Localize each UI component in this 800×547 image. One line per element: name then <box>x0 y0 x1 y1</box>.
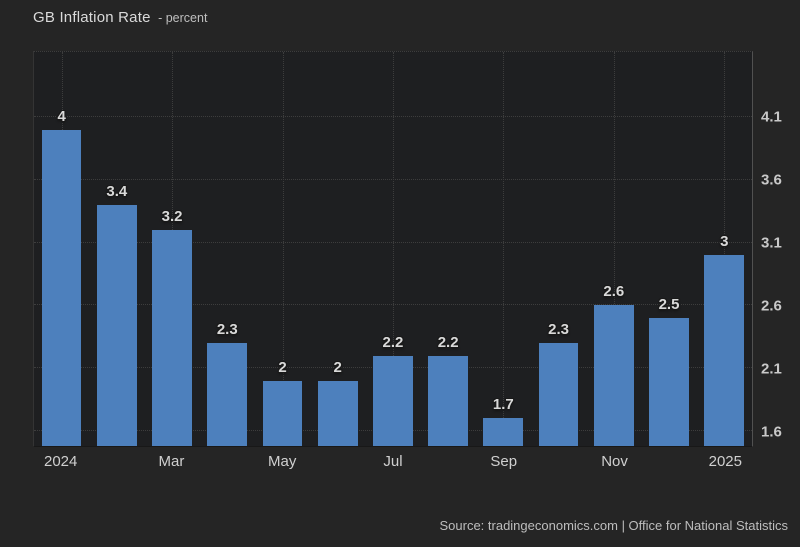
bar[interactable] <box>704 255 745 446</box>
bar-value-label: 3.4 <box>106 183 128 201</box>
bar-slot: 3.4 <box>89 52 144 446</box>
bar[interactable] <box>483 418 524 446</box>
bar-slot: 2 <box>255 52 310 446</box>
x-axis-tick-label: 2025 <box>708 453 742 470</box>
bar[interactable] <box>317 380 358 446</box>
x-axis-tick-label: Sep <box>490 453 518 470</box>
y-axis-tick-label: 2.6 <box>761 297 782 315</box>
x-axis-tick-label: May <box>268 453 297 470</box>
x-axis-tick-label: Nov <box>601 453 628 470</box>
bar-slot: 3.2 <box>144 52 199 446</box>
x-axis-tick-label: Jul <box>383 453 403 470</box>
bar-value-label: 2.2 <box>382 333 404 351</box>
vertical-gridline <box>282 52 284 446</box>
bar-value-label: 2 <box>278 358 287 376</box>
bar-value-label: 4 <box>57 107 66 125</box>
chart-header: GB Inflation Rate - percent <box>33 9 207 27</box>
y-axis-tick-label: 2.1 <box>761 360 782 378</box>
bar-slot: 3 <box>697 52 752 446</box>
bar-value-label: 2 <box>333 358 342 376</box>
y-axis-tick-label: 1.6 <box>761 423 782 441</box>
source-attribution: Source: tradingeconomics.com | Office fo… <box>439 518 788 533</box>
vertical-gridline <box>503 52 505 446</box>
bar-value-label: 2.2 <box>437 333 459 351</box>
y-axis-tick-label: 4.1 <box>761 108 782 126</box>
bar-value-label: 2.3 <box>548 321 569 339</box>
bar[interactable] <box>538 343 579 446</box>
bar[interactable] <box>428 355 469 446</box>
bar-value-label: 2.3 <box>216 321 238 339</box>
bar[interactable] <box>207 343 248 446</box>
bar[interactable] <box>373 355 413 446</box>
bar[interactable] <box>593 305 634 446</box>
vertical-gridline <box>393 52 394 446</box>
vertical-gridline <box>613 52 615 446</box>
bar-slot: 2.6 <box>586 52 641 446</box>
plot-area: 4 3.4 3.2 2.3 2 2 2.2 2.2 1.7 2.3 2.6 2.5 3 <box>33 51 753 447</box>
bar-value-label: 3 <box>720 233 729 251</box>
bar-slot: 2.5 <box>641 52 696 446</box>
bar[interactable] <box>41 129 82 446</box>
chart-title: GB Inflation Rate <box>33 9 151 26</box>
bar-slot: 2.3 <box>531 52 586 446</box>
bar-series: 4 3.4 3.2 2.3 2 2 2.2 2.2 1.7 2.3 2.6 2.5 3 <box>34 52 752 446</box>
bar[interactable] <box>262 380 303 446</box>
x-axis: 2024 Mar May Jul Sep Nov 2025 <box>33 453 753 473</box>
bar-value-label: 2.5 <box>658 296 680 314</box>
bar-slot: 2.2 <box>421 52 476 446</box>
bar[interactable] <box>649 318 689 446</box>
chart-subtitle: - percent <box>158 11 208 25</box>
y-axis-tick-label: 3.6 <box>761 171 782 189</box>
bar-slot: 2 <box>310 52 365 446</box>
bar[interactable] <box>96 205 137 446</box>
x-axis-tick-label: Mar <box>158 453 185 470</box>
bar-slot: 2.3 <box>200 52 255 446</box>
bar-value-label: 1.7 <box>492 396 514 414</box>
y-axis: 1.6 2.1 2.6 3.1 3.6 4.1 <box>761 51 799 447</box>
vertical-gridline <box>724 52 726 446</box>
bar[interactable] <box>152 230 192 446</box>
x-axis-tick-label: 2024 <box>44 453 78 470</box>
bar-value-label: 2.6 <box>603 283 625 301</box>
bar-slot: 2.2 <box>365 52 420 446</box>
bar-value-label: 3.2 <box>161 208 183 226</box>
bar-slot: 4 <box>34 52 89 446</box>
y-axis-tick-label: 3.1 <box>761 234 782 252</box>
bar-slot: 1.7 <box>476 52 531 446</box>
